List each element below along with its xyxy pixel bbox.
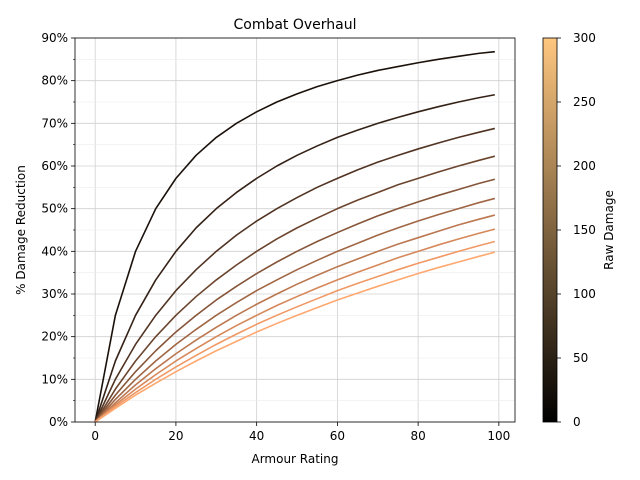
y-tick-label: 30% — [41, 287, 68, 301]
series-line-30 — [94, 50, 495, 422]
series-line-300 — [94, 251, 496, 422]
series-line-60 — [94, 93, 495, 422]
x-tick-label: 80 — [410, 429, 425, 443]
x-tick-label: 20 — [168, 429, 183, 443]
x-axis-label: Armour Rating — [251, 452, 338, 466]
y-tick-label: 10% — [41, 372, 68, 386]
y-tick-label: 40% — [41, 244, 68, 258]
series-line-180 — [94, 197, 496, 422]
y-tick-label: 20% — [41, 330, 68, 344]
colorbar-tick-label: 300 — [573, 31, 596, 45]
grid — [75, 37, 515, 423]
y-tick-label: 0% — [49, 415, 68, 429]
colorbar-tick-label: 200 — [573, 159, 596, 173]
series-line-120 — [94, 155, 496, 422]
chart-title: Combat Overhaul — [233, 17, 356, 33]
y-tick-label: 60% — [41, 159, 68, 173]
x-tick-label: 100 — [487, 429, 510, 443]
y-tick-label: 70% — [41, 116, 68, 130]
colorbar-label: Raw Damage — [602, 190, 616, 270]
colorbar-axis: 0 50 100 150 200 250 300 — [557, 31, 596, 429]
y-tick-label: 90% — [41, 31, 68, 45]
series-line-210 — [94, 214, 496, 422]
series-line-270 — [94, 240, 496, 422]
y-tick-label: 50% — [41, 202, 68, 216]
y-axis-label: % Damage Reduction — [14, 165, 28, 295]
series-line-150 — [94, 178, 496, 422]
y-tick-label: 80% — [41, 74, 68, 88]
x-tick-label: 40 — [249, 429, 264, 443]
series-line-90 — [94, 127, 496, 422]
colorbar-tick-label: 50 — [573, 351, 588, 365]
x-tick-label: 0 — [91, 429, 99, 443]
colorbar — [542, 37, 558, 423]
x-tick-label: 60 — [330, 429, 345, 443]
colorbar-tick-label: 150 — [573, 223, 596, 237]
colorbar-tick-label: 100 — [573, 287, 596, 301]
colorbar-tick-label: 0 — [573, 415, 581, 429]
colorbar-tick-label: 250 — [573, 95, 596, 109]
x-axis: 0 20 40 60 80 100 — [91, 422, 510, 443]
series-group — [94, 50, 496, 422]
series-line-240 — [94, 228, 496, 422]
y-axis: 0% 10% 20% 30% 40% 50% 60% 70% 80% 90% — [41, 31, 75, 429]
